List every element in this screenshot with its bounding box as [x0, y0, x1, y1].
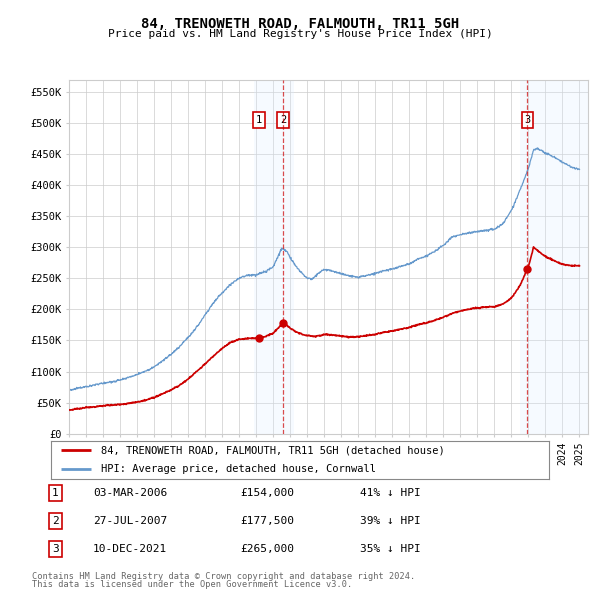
Text: 3: 3 [52, 545, 59, 554]
Text: 39% ↓ HPI: 39% ↓ HPI [360, 516, 421, 526]
Text: 1: 1 [256, 115, 262, 125]
Text: £154,000: £154,000 [240, 488, 294, 497]
Text: £177,500: £177,500 [240, 516, 294, 526]
Text: 84, TRENOWETH ROAD, FALMOUTH, TR11 5GH (detached house): 84, TRENOWETH ROAD, FALMOUTH, TR11 5GH (… [101, 445, 445, 455]
Text: 41% ↓ HPI: 41% ↓ HPI [360, 488, 421, 497]
Text: Price paid vs. HM Land Registry's House Price Index (HPI): Price paid vs. HM Land Registry's House … [107, 30, 493, 39]
Text: 2: 2 [280, 115, 286, 125]
Text: 3: 3 [524, 115, 530, 125]
Text: 84, TRENOWETH ROAD, FALMOUTH, TR11 5GH: 84, TRENOWETH ROAD, FALMOUTH, TR11 5GH [141, 17, 459, 31]
Text: 10-DEC-2021: 10-DEC-2021 [93, 545, 167, 554]
Text: 1: 1 [52, 488, 59, 497]
Bar [254, 80, 293, 434]
Text: This data is licensed under the Open Government Licence v3.0.: This data is licensed under the Open Gov… [32, 579, 352, 589]
Text: 2: 2 [52, 516, 59, 526]
Text: 35% ↓ HPI: 35% ↓ HPI [360, 545, 421, 554]
Text: Contains HM Land Registry data © Crown copyright and database right 2024.: Contains HM Land Registry data © Crown c… [32, 572, 415, 581]
Text: 27-JUL-2007: 27-JUL-2007 [93, 516, 167, 526]
Text: £265,000: £265,000 [240, 545, 294, 554]
Bar [520, 80, 588, 434]
Text: HPI: Average price, detached house, Cornwall: HPI: Average price, detached house, Corn… [101, 464, 376, 474]
Text: 03-MAR-2006: 03-MAR-2006 [93, 488, 167, 497]
